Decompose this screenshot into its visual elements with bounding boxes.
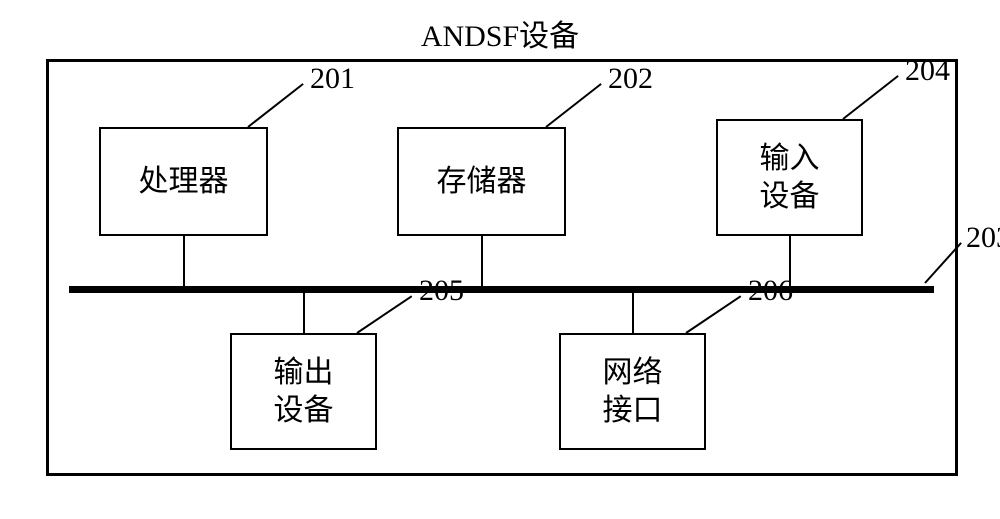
network-interface-box-connector — [632, 289, 634, 333]
processor-box-connector — [183, 236, 185, 289]
memory-box-number: 202 — [608, 62, 653, 96]
output-device-box: 输出 设备 — [230, 333, 377, 450]
memory-box: 存储器 — [397, 127, 566, 236]
output-device-box-number: 205 — [419, 274, 464, 308]
network-interface-box-number: 206 — [748, 274, 793, 308]
input-device-box: 输入 设备 — [716, 119, 863, 236]
bus-label-number: 203 — [966, 221, 1000, 255]
memory-box-connector — [481, 236, 483, 289]
network-interface-box: 网络 接口 — [559, 333, 706, 450]
input-device-box-number: 204 — [905, 54, 950, 88]
processor-box: 处理器 — [99, 127, 268, 236]
processor-box-number: 201 — [310, 62, 355, 96]
system-bus — [69, 286, 934, 293]
output-device-box-connector — [303, 289, 305, 333]
diagram-title: ANDSF设备 — [300, 11, 700, 55]
